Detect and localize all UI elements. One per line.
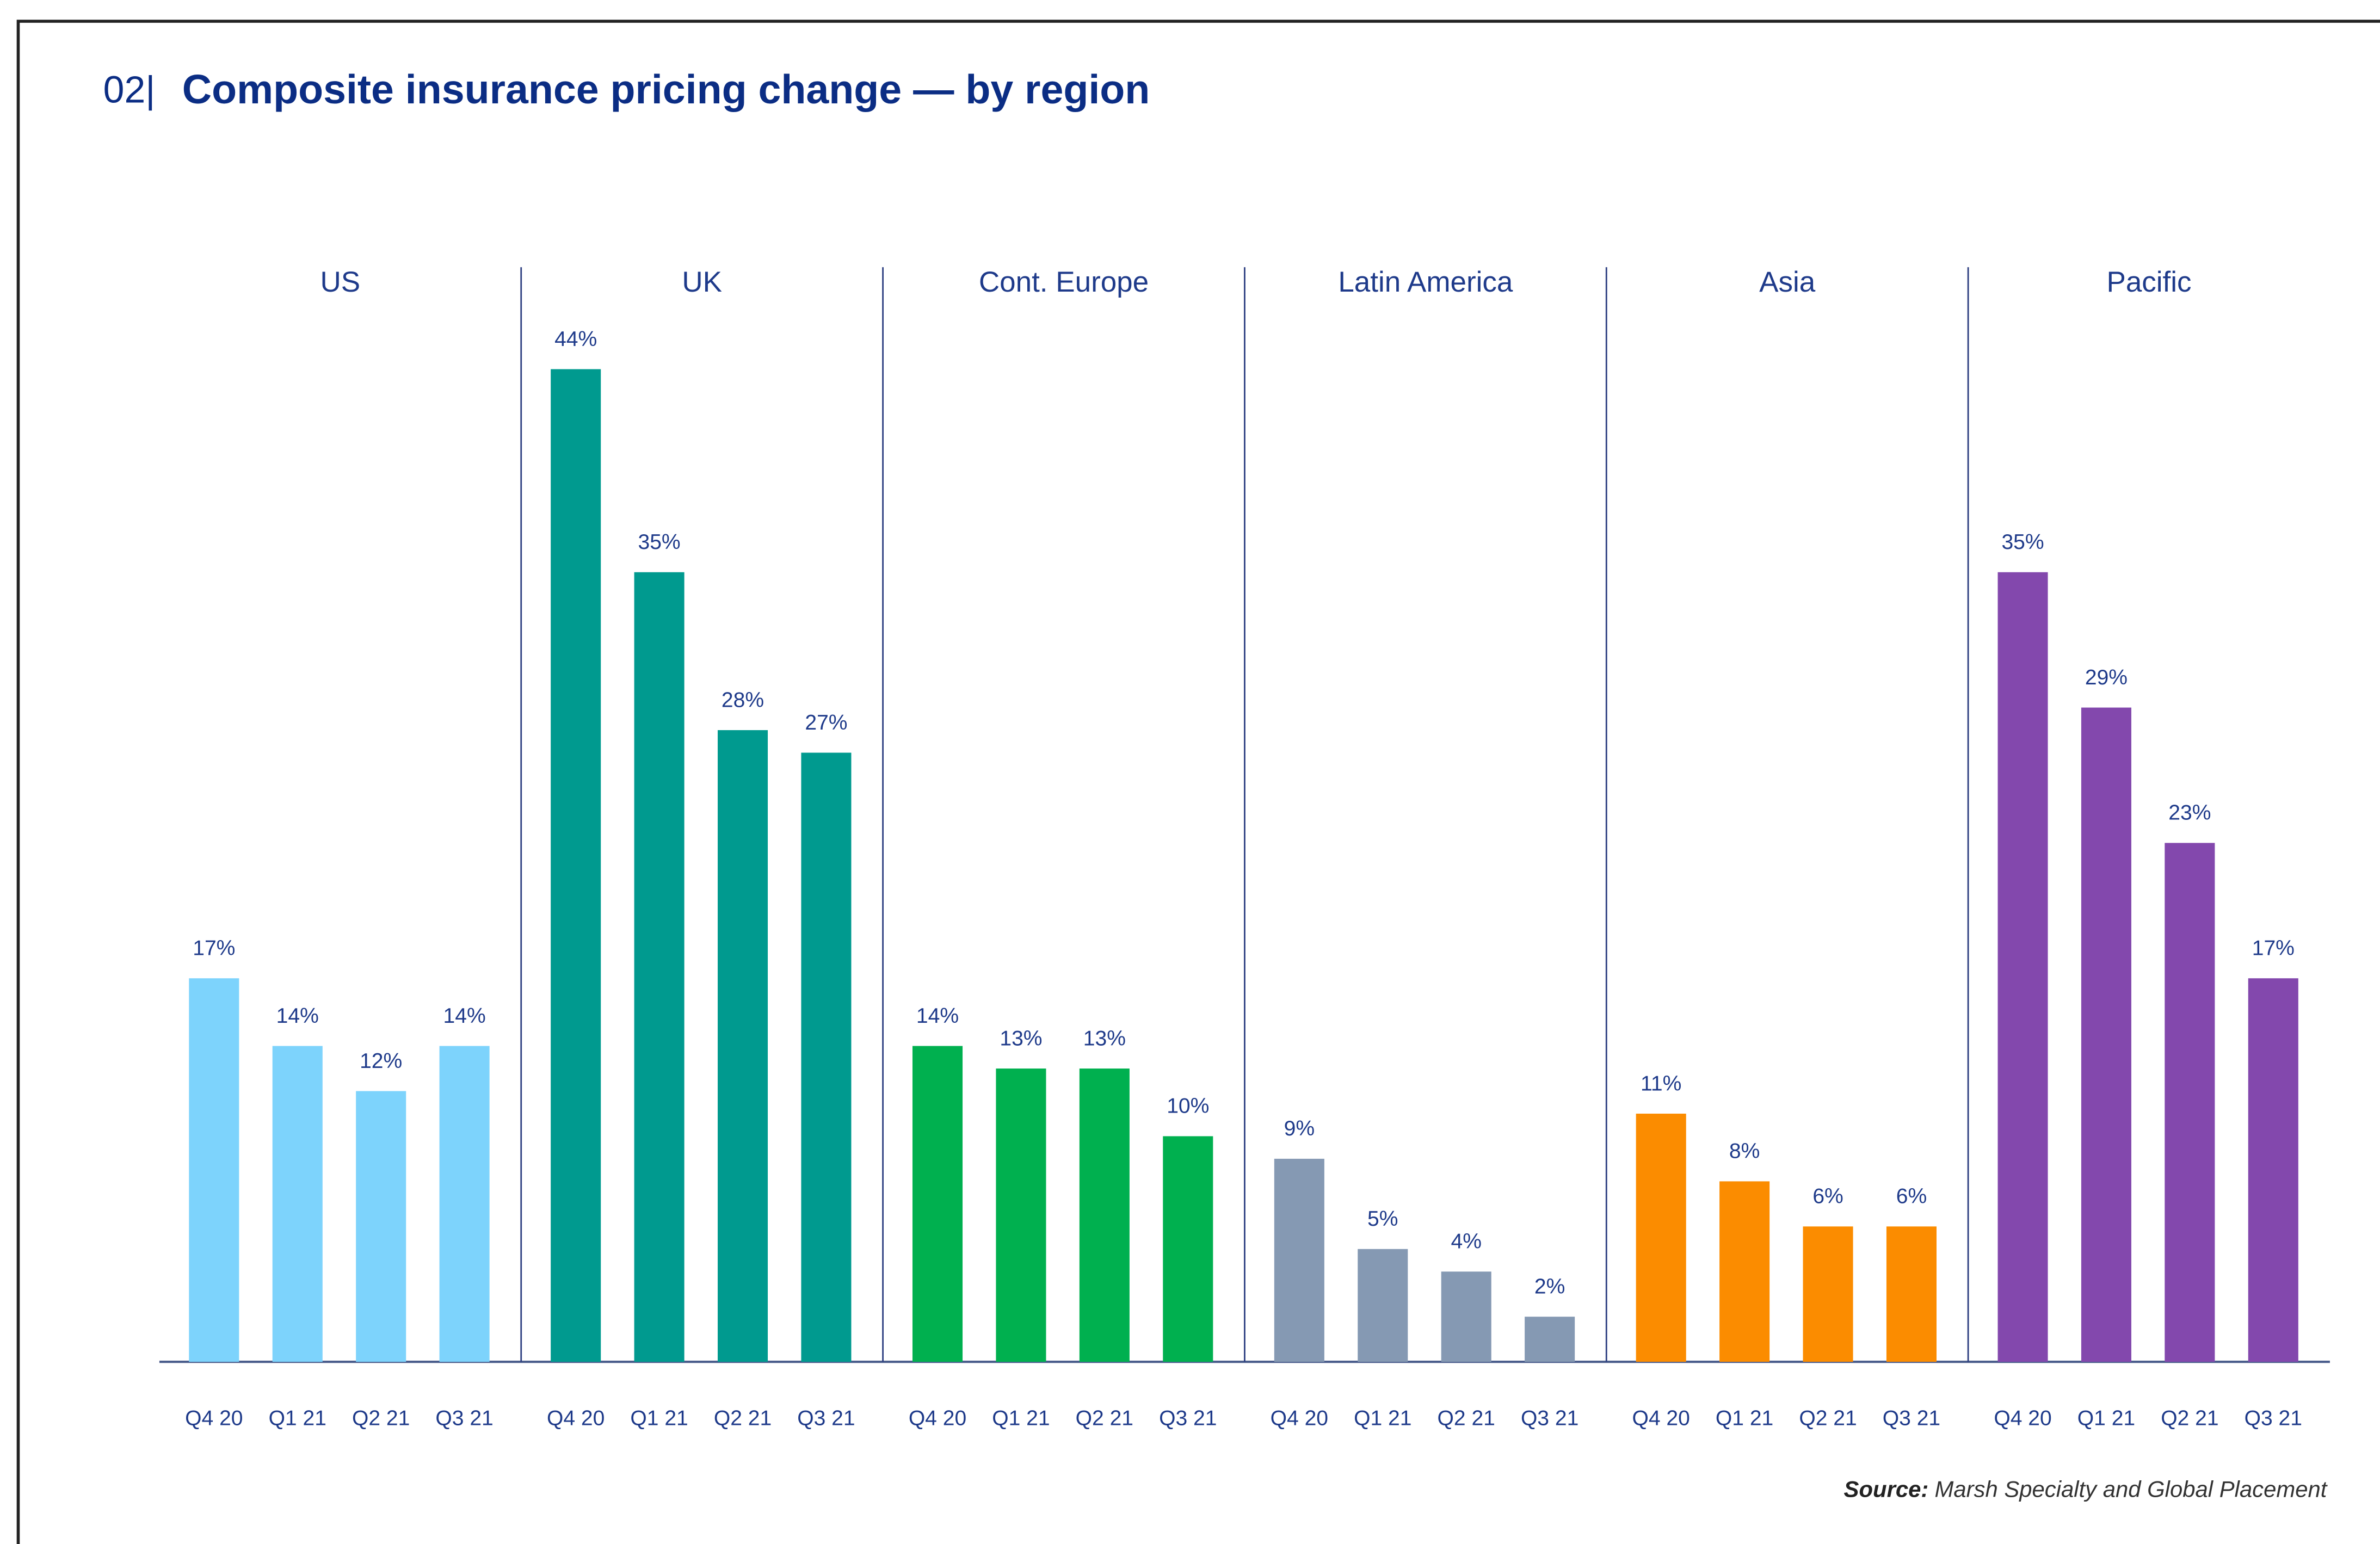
title-number: 02| — [103, 69, 156, 111]
x-tick-label: Q4 20 — [1271, 1406, 1328, 1430]
x-tick-label: Q2 21 — [1799, 1406, 1857, 1430]
bar — [2081, 707, 2131, 1362]
value-label: 5% — [1367, 1207, 1398, 1231]
x-tick-label: Q1 21 — [2077, 1406, 2135, 1430]
value-label: 12% — [360, 1049, 402, 1073]
x-tick-label: Q3 21 — [1521, 1406, 1579, 1430]
bar — [1079, 1069, 1130, 1362]
chart-title: Composite insurance pricing change — by … — [182, 66, 1150, 112]
value-label: 23% — [2168, 801, 2211, 825]
source-text: Marsh Specialty and Global Placement — [1934, 1476, 2328, 1502]
value-label: 9% — [1284, 1117, 1315, 1140]
bar — [1274, 1158, 1324, 1362]
x-tick-label: Q1 21 — [1354, 1406, 1411, 1430]
value-label: 35% — [638, 530, 681, 554]
bar — [1636, 1113, 1686, 1362]
x-tick-label: Q3 21 — [1883, 1406, 1940, 1430]
value-label: 14% — [443, 1004, 486, 1028]
panel-title: Latin America — [1338, 266, 1513, 298]
value-label: 29% — [2085, 666, 2128, 689]
x-tick-label: Q3 21 — [435, 1406, 493, 1430]
x-tick-label: Q2 21 — [2161, 1406, 2218, 1430]
bar — [1719, 1181, 1770, 1362]
plot: US 17% Q4 20 14% Q1 21 12% Q2 21 14% Q3 21 UK 44% Q… — [159, 266, 2330, 1430]
x-tick-label: Q1 21 — [992, 1406, 1050, 1430]
value-label: 11% — [1641, 1072, 1681, 1095]
value-label: 4% — [1451, 1230, 1481, 1253]
panel-title: UK — [682, 266, 722, 298]
x-tick-label: Q4 20 — [909, 1406, 966, 1430]
value-label: 28% — [722, 688, 764, 712]
panel-title: Asia — [1759, 266, 1816, 298]
value-label: 17% — [193, 936, 235, 960]
bar — [356, 1091, 406, 1362]
bar — [2165, 843, 2215, 1362]
value-label: 14% — [916, 1004, 959, 1028]
bar — [2248, 978, 2298, 1362]
x-tick-label: Q3 21 — [2245, 1406, 2302, 1430]
bar — [272, 1046, 323, 1362]
value-label: 13% — [1083, 1027, 1126, 1050]
bar — [717, 730, 768, 1362]
x-tick-label: Q3 21 — [797, 1406, 855, 1430]
value-label: 6% — [1812, 1185, 1843, 1208]
bar — [912, 1046, 963, 1362]
panel-title: US — [320, 266, 361, 298]
value-label: 14% — [276, 1004, 319, 1028]
x-tick-label: Q4 20 — [1994, 1406, 2051, 1430]
bar — [551, 369, 601, 1362]
frame — [16, 20, 2380, 1544]
bar — [1886, 1226, 1937, 1362]
x-tick-label: Q2 21 — [352, 1406, 410, 1430]
bar — [634, 572, 685, 1362]
x-tick-label: Q4 20 — [1632, 1406, 1690, 1430]
bar — [801, 752, 852, 1362]
value-label: 35% — [2001, 530, 2044, 554]
panel-title: Cont. Europe — [979, 266, 1149, 298]
x-tick-label: Q4 20 — [547, 1406, 605, 1430]
value-label: 13% — [1000, 1027, 1042, 1050]
x-tick-label: Q3 21 — [1159, 1406, 1217, 1430]
x-tick-label: Q4 20 — [185, 1406, 243, 1430]
bar — [1525, 1317, 1575, 1362]
bar — [1163, 1136, 1213, 1362]
value-label: 10% — [1167, 1095, 1209, 1118]
value-label: 27% — [805, 711, 847, 734]
source: Source: Marsh Specialty and Global Placem… — [1844, 1476, 2328, 1502]
value-label: 8% — [1729, 1140, 1760, 1163]
bar — [1441, 1271, 1491, 1362]
value-label: 2% — [1534, 1275, 1565, 1298]
x-tick-label: Q2 21 — [1438, 1406, 1495, 1430]
value-label: 44% — [554, 328, 597, 351]
panel-title: Pacific — [2106, 266, 2191, 298]
x-tick-label: Q1 21 — [1716, 1406, 1773, 1430]
bar — [1997, 572, 2048, 1362]
bar — [189, 978, 239, 1362]
bar — [439, 1046, 490, 1362]
value-label: 17% — [2252, 936, 2295, 960]
bar — [1358, 1249, 1408, 1362]
x-tick-label: Q2 21 — [714, 1406, 772, 1430]
source-label: Source: — [1844, 1476, 1929, 1502]
value-label: 6% — [1896, 1185, 1927, 1208]
bar — [1803, 1226, 1853, 1362]
bar — [996, 1069, 1046, 1362]
x-tick-label: Q2 21 — [1076, 1406, 1133, 1430]
x-tick-label: Q1 21 — [269, 1406, 326, 1430]
x-tick-label: Q1 21 — [630, 1406, 688, 1430]
